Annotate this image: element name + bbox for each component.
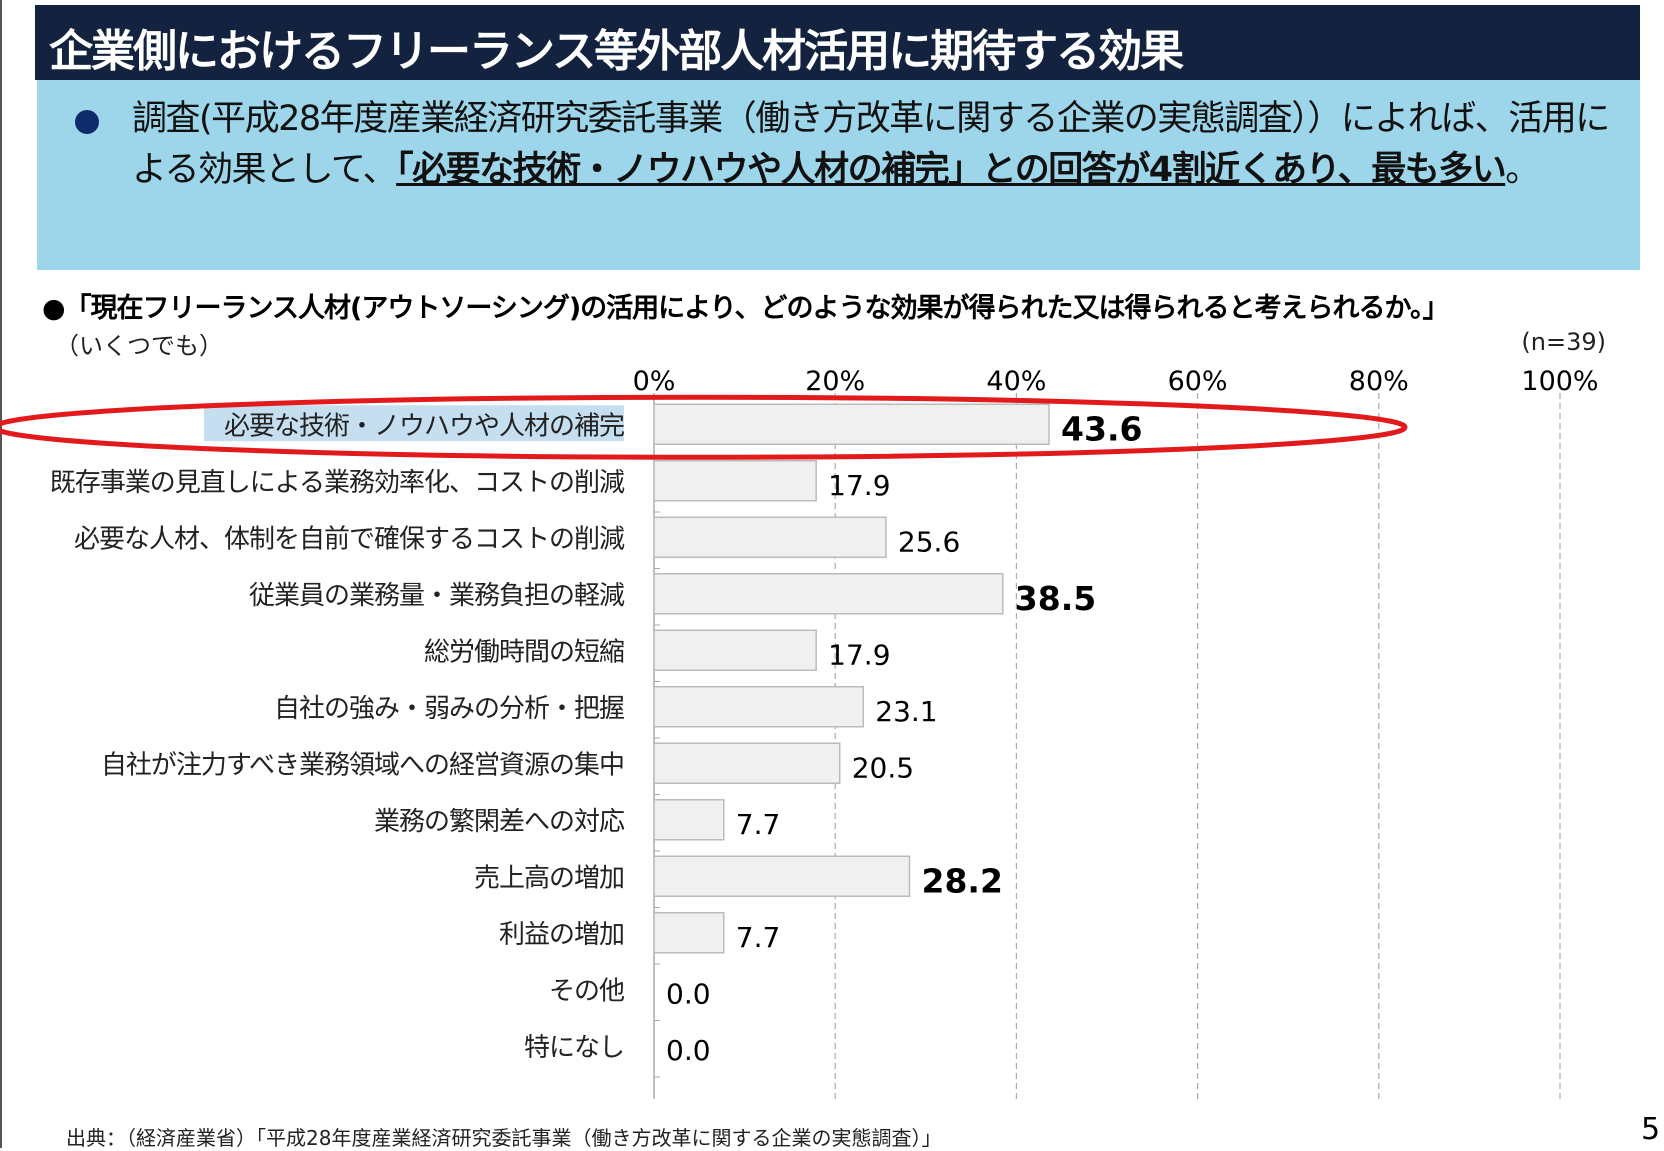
category-highlight xyxy=(204,405,624,442)
value-label: 17.9 xyxy=(828,469,890,502)
multi-answer-note: （いくつでも） xyxy=(55,332,223,360)
bar xyxy=(653,855,911,897)
value-label: 0.0 xyxy=(666,1034,711,1067)
source-note: 出典：（経済産業省）「平成28年度産業経済研究委託事業（働き方改革に関する企業の… xyxy=(66,1126,942,1150)
value-label: 43.6 xyxy=(1061,409,1142,448)
x-tick-label: 100% xyxy=(1521,366,1598,397)
category-label: 特になし xyxy=(524,1033,624,1063)
value-label: 7.7 xyxy=(736,921,781,954)
bar xyxy=(653,742,841,784)
category-label: 自社が注力すべき業務領域への経営資源の集中 xyxy=(101,750,624,780)
title-bar: 企業側におけるフリーランス等外部人材活用に期待する効果 xyxy=(35,5,1640,80)
bar xyxy=(653,686,865,728)
category-label: 必要な技術・ノウハウや人材の補完 xyxy=(224,411,624,441)
summary-plain: 調査(平成28年度産業経済研究委託事業（働き方改革に関する企業の実態調査））によ… xyxy=(132,99,1610,190)
page-edge-line xyxy=(0,0,2,1148)
page-number: 5 xyxy=(1641,1112,1661,1147)
bar xyxy=(653,403,1050,445)
page-title: 企業側におけるフリーランス等外部人材活用に期待する効果 xyxy=(49,26,1184,77)
category-label: 既存事業の見直しによる業務効率化、コストの削減 xyxy=(50,468,625,498)
category-label: 総労働時間の短縮 xyxy=(424,637,624,667)
value-label: 25.6 xyxy=(898,525,960,558)
x-tick-label: 40% xyxy=(986,366,1046,397)
summary-end: 。 xyxy=(1505,150,1540,190)
bar xyxy=(653,460,817,502)
category-label: 業務の繁閑差への対応 xyxy=(374,807,625,837)
summary-emphasis: 「必要な技術・ノウハウや人材の補完」との回答が4割近くあり、最も多い xyxy=(396,150,1507,190)
summary-box: 調査(平成28年度産業経済研究委託事業（働き方改革に関する企業の実態調査））によ… xyxy=(37,80,1640,270)
survey-question: ●「現在フリーランス人材(アウトソーシング)の活用により、どのような効果が得られ… xyxy=(42,293,1449,324)
bar xyxy=(653,516,887,558)
bar xyxy=(653,573,1004,615)
category-label: 必要な人材、体制を自前で確保するコストの削減 xyxy=(74,524,625,554)
value-label: 20.5 xyxy=(852,751,914,784)
value-label: 7.7 xyxy=(736,808,781,841)
bullet-icon xyxy=(75,110,99,134)
value-label: 23.1 xyxy=(875,695,937,728)
category-label: 自社の強み・弱みの分析・把握 xyxy=(274,694,624,724)
value-label: 17.9 xyxy=(828,638,890,671)
category-label: その他 xyxy=(549,976,625,1006)
x-tick-label: 20% xyxy=(805,366,865,397)
category-label: 従業員の業務量・業務負担の軽減 xyxy=(249,581,625,611)
x-tick-label: 0% xyxy=(633,366,676,397)
bar xyxy=(653,799,725,841)
value-label: 0.0 xyxy=(666,977,711,1010)
x-tick-label: 80% xyxy=(1349,366,1409,397)
highlight-ellipse xyxy=(0,394,1408,460)
category-label: 売上高の増加 xyxy=(474,863,624,893)
category-label: 利益の増加 xyxy=(499,920,624,950)
x-tick-label: 60% xyxy=(1168,366,1228,397)
sample-size: (n=39) xyxy=(1521,328,1606,356)
bar xyxy=(653,912,725,954)
summary-text: 調査(平成28年度産業経済研究委託事業（働き方改革に関する企業の実態調査））によ… xyxy=(132,94,1622,196)
value-label: 28.2 xyxy=(921,861,1002,900)
bar-chart: 0% 20% 40% 60% 80% 100% 必要な技術・ノウハウや人材の補完 43.6 既存… xyxy=(0,366,1599,1099)
value-label: 38.5 xyxy=(1015,579,1096,618)
bar xyxy=(653,629,817,671)
